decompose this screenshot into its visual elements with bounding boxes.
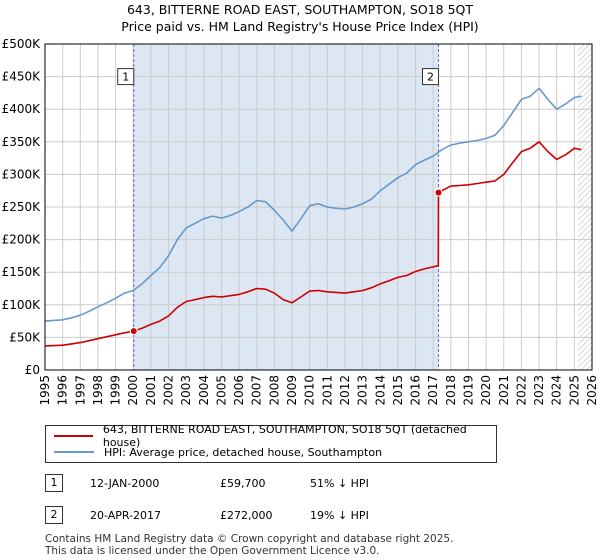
legend-item-property: 643, BITTERNE ROAD EAST, SOUTHAMPTON, SO… bbox=[54, 423, 496, 449]
x-tick-label: 2026 bbox=[585, 375, 599, 406]
y-tick-label: £100K bbox=[2, 298, 42, 312]
x-tick-label: 2008 bbox=[267, 375, 281, 406]
x-tick-label: 1997 bbox=[73, 375, 87, 406]
x-tick-label: 2014 bbox=[373, 375, 387, 406]
x-tick-label: 2017 bbox=[426, 375, 440, 406]
x-tick-label: 2013 bbox=[356, 375, 370, 406]
sale-point bbox=[129, 327, 138, 336]
y-tick-label: £50K bbox=[9, 330, 41, 344]
x-tick-label: 2000 bbox=[126, 375, 140, 406]
legend-property-label: 643, BITTERNE ROAD EAST, SOUTHAMPTON, SO… bbox=[102, 423, 467, 449]
x-tick-label: 2015 bbox=[391, 375, 405, 406]
transaction-date: 12-JAN-2000 bbox=[90, 477, 160, 490]
x-tick-label: 2010 bbox=[303, 375, 317, 406]
transaction-date: 20-APR-2017 bbox=[90, 509, 162, 522]
chart-legend: 643, BITTERNE ROAD EAST, SOUTHAMPTON, SO… bbox=[45, 423, 497, 463]
x-tick-label: 2001 bbox=[144, 375, 158, 406]
y-tick-label: £450K bbox=[2, 70, 42, 84]
legend-hpi-swatch bbox=[54, 451, 94, 453]
transaction-hpi-diff: 51% ↓ HPI bbox=[310, 477, 369, 490]
legend-hpi-label: HPI: Average price, detached house, Sout… bbox=[104, 445, 383, 459]
y-tick-label: £300K bbox=[2, 167, 42, 181]
transaction-marker-2: 2 bbox=[45, 506, 63, 524]
x-tick-label: 2018 bbox=[444, 375, 458, 406]
transaction-price: £59,700 bbox=[220, 477, 266, 490]
x-tick-label: 2002 bbox=[162, 375, 176, 406]
footer-license: This data is licensed under the Open Gov… bbox=[45, 545, 380, 557]
plot-border bbox=[44, 43, 593, 371]
x-tick-label: 2006 bbox=[232, 375, 246, 406]
x-tick-label: 2020 bbox=[479, 375, 493, 406]
x-tick-label: 2023 bbox=[532, 375, 546, 406]
sale-label-text: 2 bbox=[427, 71, 434, 84]
legend-property-swatch bbox=[54, 435, 93, 437]
x-tick-label: 1998 bbox=[91, 375, 105, 406]
x-tick-label: 2025 bbox=[567, 375, 581, 406]
transaction-price: £272,000 bbox=[220, 509, 273, 522]
x-tick-label: 2019 bbox=[461, 375, 475, 406]
x-tick-label: 1996 bbox=[56, 375, 70, 406]
y-tick-label: £350K bbox=[2, 135, 42, 149]
x-tick-label: 2004 bbox=[197, 375, 211, 406]
x-tick-label: 2024 bbox=[550, 375, 564, 406]
x-tick-label: 2003 bbox=[179, 375, 193, 406]
y-tick-label: £400K bbox=[2, 102, 42, 116]
y-tick-label: £150K bbox=[2, 265, 42, 279]
x-tick-label: 2021 bbox=[497, 375, 511, 406]
x-tick-label: 2012 bbox=[338, 375, 352, 406]
transaction-marker-1: 1 bbox=[45, 474, 63, 492]
x-tick-label: 2005 bbox=[214, 375, 228, 406]
x-tick-label: 2007 bbox=[250, 375, 264, 406]
y-tick-label: £0 bbox=[25, 363, 40, 377]
price-chart: £0 £50K £100K £150K £200K £250K £300K £350K £400… bbox=[2, 37, 599, 406]
y-tick-label: £250K bbox=[2, 200, 42, 214]
chart-title-line1: 643, BITTERNE ROAD EAST, SOUTHAMPTON, SO… bbox=[126, 2, 474, 17]
footer-copyright: Contains HM Land Registry data © Crown c… bbox=[45, 533, 454, 545]
sale-label-text: 1 bbox=[122, 71, 129, 84]
transaction-hpi-diff: 19% ↓ HPI bbox=[310, 509, 369, 522]
sale-label-box bbox=[117, 68, 135, 86]
x-tick-label: 2016 bbox=[409, 375, 423, 406]
x-tick-label: 2009 bbox=[285, 375, 299, 406]
x-tick-label: 1995 bbox=[38, 375, 52, 406]
x-tick-label: 2022 bbox=[514, 375, 528, 406]
legend-item-hpi: HPI: Average price, detached house, Sout… bbox=[54, 444, 382, 460]
x-tick-label: 2011 bbox=[320, 375, 334, 406]
chart-title-line2: Price paid vs. HM Land Registry's House … bbox=[121, 19, 479, 34]
hpi-series-line bbox=[44, 87, 582, 322]
sale-point bbox=[434, 188, 443, 197]
x-tick-label: 1999 bbox=[109, 375, 123, 406]
sale-label-box bbox=[421, 68, 439, 86]
y-tick-label: £500K bbox=[2, 37, 42, 51]
y-tick-label: £200K bbox=[2, 233, 42, 247]
